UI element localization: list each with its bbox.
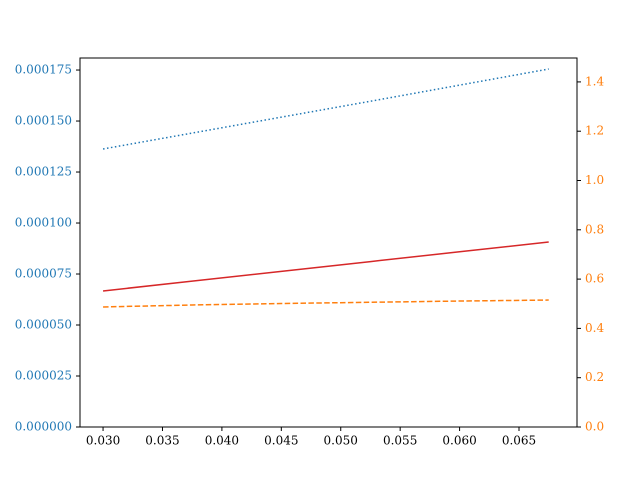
plot-frame bbox=[79, 57, 578, 428]
y2-tick-label: 0.4 bbox=[585, 321, 604, 335]
x-tick-label: 0.050 bbox=[324, 434, 358, 448]
series-line bbox=[102, 68, 549, 150]
y-tick-label: 0.000000 bbox=[15, 420, 72, 434]
y2-tick-label: 0.0 bbox=[585, 420, 604, 434]
y-tick-label: 0.000025 bbox=[15, 369, 72, 383]
x-tick-label: 0.060 bbox=[442, 434, 476, 448]
y2-tick-label: 1.2 bbox=[585, 124, 604, 138]
y2-tick-label: 0.2 bbox=[585, 370, 604, 384]
y-tick-label: 0.000150 bbox=[15, 114, 72, 128]
series-line bbox=[102, 241, 549, 292]
y-tick-label: 0.000050 bbox=[15, 318, 72, 332]
y2-tick-label: 1.0 bbox=[585, 173, 604, 187]
x-tick-label: 0.035 bbox=[145, 434, 179, 448]
y2-tick-label: 0.6 bbox=[585, 272, 604, 286]
y-tick-label: 0.000175 bbox=[15, 63, 72, 77]
x-tick-label: 0.040 bbox=[205, 434, 239, 448]
y-tick-label: 0.000125 bbox=[15, 165, 72, 179]
x-tick-label: 0.065 bbox=[502, 434, 536, 448]
x-tick-label: 0.045 bbox=[264, 434, 298, 448]
series-line bbox=[103, 299, 549, 308]
y-tick-label: 0.000100 bbox=[15, 216, 72, 230]
y2-tick-label: 1.4 bbox=[585, 74, 604, 88]
x-tick-label: 0.055 bbox=[383, 434, 417, 448]
y2-tick-label: 0.8 bbox=[585, 222, 604, 236]
y-tick-label: 0.000075 bbox=[15, 267, 72, 281]
x-tick-label: 0.030 bbox=[86, 434, 120, 448]
